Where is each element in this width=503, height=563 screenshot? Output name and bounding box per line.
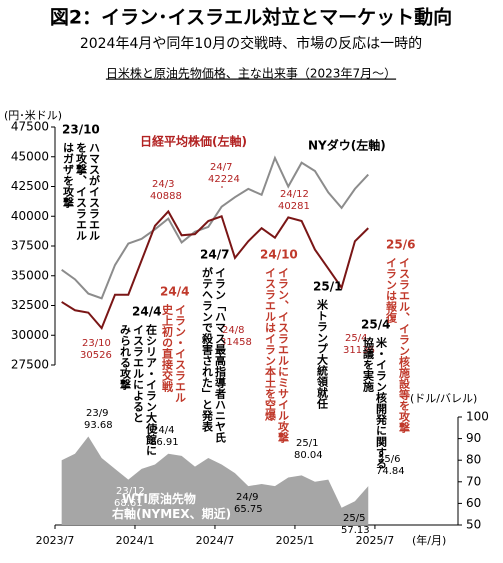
y2-tick-label: 80 — [466, 453, 481, 467]
series-label: NYダウ(左軸) — [308, 138, 386, 153]
point-label-date: 23/12 — [116, 486, 145, 497]
y-tick-label: 35000 — [11, 268, 49, 282]
event-text: を攻撃、イスラエル — [75, 142, 88, 241]
event-text: イラン・イスラエル — [174, 304, 187, 403]
y-tick-label: 30000 — [11, 328, 49, 342]
y2-tick-label: 90 — [466, 431, 481, 445]
point-label-value: 42224 — [208, 174, 240, 185]
point-label-value: 40888 — [150, 191, 182, 202]
point-label-value: 68.61 — [114, 498, 143, 509]
y-tick-label: 32500 — [11, 298, 49, 312]
event-text: 協議を実施 — [362, 336, 375, 393]
x-tick-label: 2024/1 — [116, 534, 155, 547]
event-text: ハマスがイスラエル — [88, 142, 101, 241]
event-text: 米・イラン核開発に関する — [375, 336, 389, 470]
point-label-date: 24/9 — [236, 492, 258, 503]
event-text: イラン「ハマス最高指導者ハニヤ氏 — [214, 267, 228, 444]
point-label-date: 25/6 — [378, 454, 400, 465]
event-date: 24/7 — [200, 248, 229, 262]
y-tick-label: 47500 — [11, 120, 49, 134]
point-label-value: 86.91 — [150, 437, 179, 448]
line — [61, 155, 369, 300]
title: 図2：イラン･イスラエル対立とマーケット動向 — [50, 6, 452, 29]
event-text: イランは報復 — [385, 257, 399, 324]
point-label-date: 24/3 — [152, 179, 174, 190]
subtitle: 2024年4月や同年10月の交戦時、市場の反応は一時的 — [80, 35, 422, 52]
y-tick-label: 42500 — [11, 179, 49, 193]
event-date: 25/6 — [386, 238, 415, 252]
point-label-value: 40281 — [278, 201, 310, 212]
point-label-date: 25/1 — [296, 438, 318, 449]
event-text: イラン、イスラエルにミサイル攻撃 — [277, 267, 290, 444]
point-label-date: 25/4 — [345, 333, 367, 344]
event-date: 23/10 — [62, 123, 100, 137]
point-label-value: 65.75 — [234, 504, 263, 515]
event-text: はガザを攻撃 — [62, 142, 75, 209]
x-axis-label: (年/月) — [412, 533, 446, 547]
caption: 日米株と原油先物価格、主な出来事（2023年7月～） — [106, 66, 396, 81]
event-date: 24/4 — [160, 285, 189, 299]
event-text: イスラエルによると — [132, 324, 145, 423]
point-label-value: 57.13 — [341, 525, 370, 536]
y-tick-label: 37500 — [11, 239, 49, 253]
point-label-value: 80.04 — [294, 450, 323, 461]
y2-tick-label: 100 — [466, 410, 489, 424]
line — [61, 209, 369, 331]
point-label-value: 30526 — [80, 350, 112, 361]
event-text: イスラエルはイラン本土を空爆 — [264, 267, 277, 422]
x-tick-label: 2023/7 — [36, 534, 75, 547]
event-date: 25/1 — [313, 280, 342, 294]
point-label-date: 23/10 — [82, 338, 111, 349]
y2-tick-label: 60 — [466, 496, 481, 510]
event-text: 米トランプ大統領就任 — [316, 298, 330, 410]
point-label-value: 93.68 — [84, 420, 113, 431]
series-label: 日経平均株価(左軸) — [140, 134, 247, 149]
event-text: みられる攻撃 — [119, 324, 132, 391]
y-tick-label: 27500 — [11, 358, 49, 372]
area — [61, 436, 369, 525]
point-label-date: 24/4 — [152, 425, 174, 436]
point-label-date: 24/12 — [280, 189, 309, 200]
point-label-date: 24/8 — [222, 325, 244, 336]
point-label-date: 23/9 — [86, 408, 108, 419]
point-label-value: 31458 — [220, 337, 252, 348]
point-label-date: 24/7 — [210, 162, 232, 173]
y2-tick-label: 50 — [466, 518, 481, 532]
y-tick-label: 40000 — [11, 209, 49, 223]
point-label-value: 31136 — [343, 345, 375, 356]
x-tick-label: 2024/7 — [196, 534, 235, 547]
point-label-date: 25/5 — [343, 513, 365, 524]
x-tick-label: 2025/1 — [276, 534, 315, 547]
event-text: がテヘランで殺害された」と発表 — [201, 266, 215, 433]
event-date: 24/4 — [132, 305, 161, 319]
series-label: WTI原油先物右軸(NYMEX、期近) — [111, 491, 231, 521]
event-date: 24/10 — [260, 248, 298, 262]
event-date: 25/4 — [361, 318, 390, 332]
event-text: 在シリア・イラン大使館に — [145, 323, 159, 456]
y2-tick-label: 70 — [466, 474, 481, 488]
event-text: イスラエル、イラン核施設等を攻撃 — [398, 257, 412, 434]
event-text: 史上初の直接交戦 — [161, 303, 174, 393]
x-tick-label: 2025/7 — [356, 534, 395, 547]
y2-axis-label: (ドル/バレル) — [410, 392, 477, 405]
y-tick-label: 45000 — [11, 149, 49, 163]
y-axis-label: (円･米ドル) — [4, 109, 62, 122]
point-label-value: 74.84 — [376, 466, 405, 477]
